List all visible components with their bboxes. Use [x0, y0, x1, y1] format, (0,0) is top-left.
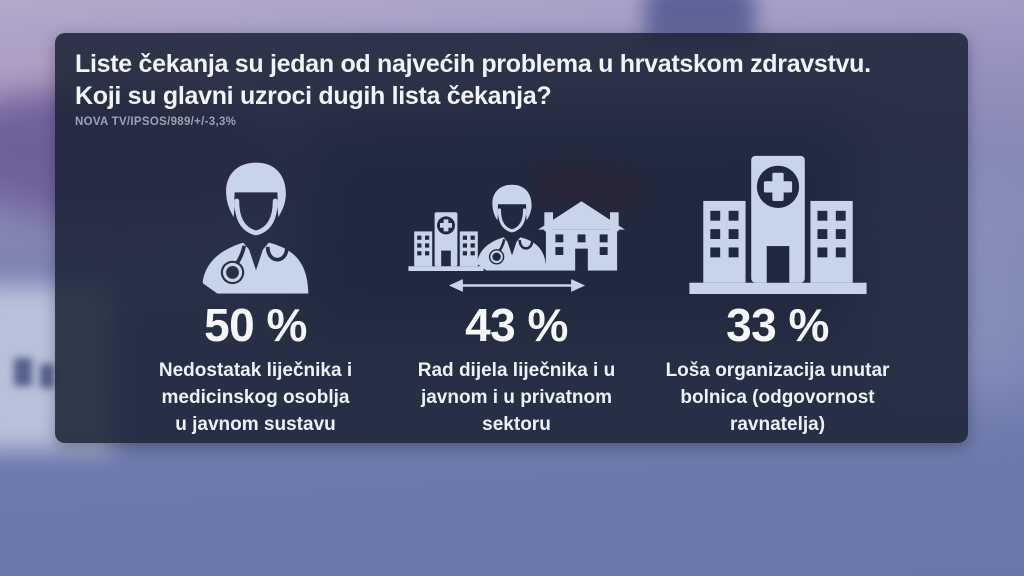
question-title-line-1: Liste čekanja su jedan od najvećih probl… [75, 50, 871, 78]
stat-label-line: medicinskog osoblja [161, 387, 350, 408]
doctor-icon [191, 144, 320, 294]
poll-source-text: NOVA TV/IPSOS/989/+/-3,3% [75, 116, 237, 128]
stat-label-line: bolnica (odgovornost [680, 387, 875, 408]
stat-value: 33 % [726, 299, 829, 351]
infographic-panel: Liste čekanja su jedan od najvećih probl… [55, 33, 968, 443]
stat-label-line: javnom i u privatnom [420, 387, 613, 408]
stat-label-line: u javnom sustavu [175, 414, 336, 435]
question-title-line-2: Koji su glavni uzroci dugih lista čekanj… [75, 82, 552, 110]
stat-column-hospital-organization: 33 % Loša organizacija unutar bolnica (o… [647, 144, 908, 438]
stat-value: 50 % [204, 299, 307, 351]
stat-label-line: Nedostatak liječnika i [158, 360, 353, 381]
background-window-blur-2 [40, 364, 54, 388]
stat-column-doctor-shortage: 50 % Nedostatak liječnika i medicinskog … [125, 144, 386, 438]
stat-label-line: ravnatelja) [729, 414, 826, 435]
stat-label: Loša organizacija unutar bolnica (odgovo… [666, 357, 890, 438]
stat-label: Nedostatak liječnika i medicinskog osobl… [159, 357, 352, 438]
stat-label-line: Loša organizacija unutar [665, 360, 890, 381]
small-doctor-icon [470, 181, 554, 271]
stat-column-public-private-work: 43 % Rad dijela liječnika i u javnom i u… [386, 144, 647, 438]
stat-label-line: sektoru [482, 414, 551, 435]
doctor-between-hospital-and-house-icon [408, 144, 625, 294]
stat-label: Rad dijela liječnika i u javnom i u priv… [418, 357, 615, 438]
stat-label-line: Rad dijela liječnika i u [417, 360, 616, 381]
double-arrow-icon [447, 277, 587, 294]
stats-row: 50 % Nedostatak liječnika i medicinskog … [125, 144, 908, 438]
background-window-blur [14, 358, 32, 386]
hospital-icon [688, 144, 867, 294]
stat-value: 43 % [465, 299, 568, 351]
